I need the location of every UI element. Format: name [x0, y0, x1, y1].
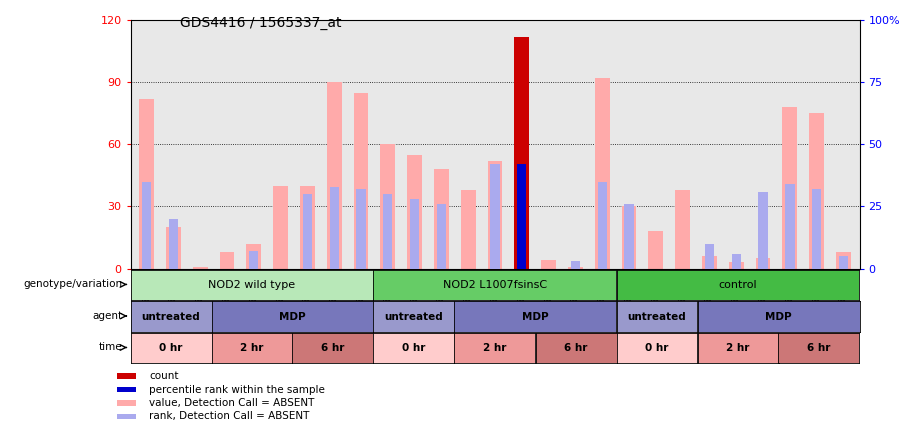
- Bar: [598, 182, 607, 269]
- Text: control: control: [719, 280, 757, 290]
- Text: MDP: MDP: [279, 312, 306, 321]
- Text: 6 hr: 6 hr: [807, 343, 831, 353]
- Bar: [247, 244, 261, 269]
- Text: untreated: untreated: [627, 312, 687, 321]
- Bar: [568, 266, 583, 269]
- Text: agent: agent: [92, 311, 122, 321]
- Bar: [515, 36, 529, 269]
- Bar: [488, 161, 502, 269]
- Bar: [302, 194, 312, 269]
- Bar: [166, 227, 181, 269]
- Bar: [702, 256, 716, 269]
- Bar: [140, 99, 154, 269]
- Bar: [327, 82, 342, 269]
- Text: 2 hr: 2 hr: [483, 343, 507, 353]
- Text: untreated: untreated: [141, 312, 201, 321]
- Bar: [518, 164, 526, 269]
- Bar: [434, 169, 449, 269]
- Text: NOD2 L1007fsinsC: NOD2 L1007fsinsC: [443, 280, 547, 290]
- Bar: [809, 113, 824, 269]
- Text: 2 hr: 2 hr: [240, 343, 264, 353]
- Text: MDP: MDP: [522, 312, 549, 321]
- Bar: [491, 164, 500, 269]
- Bar: [407, 155, 422, 269]
- Text: time: time: [99, 342, 122, 353]
- Bar: [756, 258, 770, 269]
- Bar: [705, 244, 714, 269]
- Bar: [648, 231, 663, 269]
- Bar: [117, 414, 136, 419]
- Text: genotype/variation: genotype/variation: [23, 279, 122, 289]
- Text: GDS4416 / 1565337_at: GDS4416 / 1565337_at: [180, 16, 341, 30]
- Bar: [300, 186, 315, 269]
- Text: 0 hr: 0 hr: [159, 343, 183, 353]
- Bar: [193, 266, 208, 269]
- Bar: [117, 387, 136, 392]
- Bar: [383, 194, 392, 269]
- Bar: [622, 206, 636, 269]
- Bar: [675, 190, 690, 269]
- Bar: [354, 92, 368, 269]
- Bar: [571, 261, 580, 269]
- Bar: [812, 189, 822, 269]
- Text: NOD2 wild type: NOD2 wild type: [209, 280, 295, 290]
- Bar: [274, 186, 288, 269]
- Text: rank, Detection Call = ABSENT: rank, Detection Call = ABSENT: [149, 412, 310, 421]
- Bar: [410, 199, 419, 269]
- Bar: [381, 144, 395, 269]
- Bar: [461, 190, 475, 269]
- Text: count: count: [149, 371, 179, 381]
- Bar: [782, 107, 797, 269]
- Bar: [117, 400, 136, 406]
- Text: 6 hr: 6 hr: [564, 343, 588, 353]
- Bar: [732, 254, 741, 269]
- Text: value, Detection Call = ABSENT: value, Detection Call = ABSENT: [149, 398, 315, 408]
- Bar: [785, 184, 795, 269]
- Text: 6 hr: 6 hr: [321, 343, 345, 353]
- Bar: [436, 204, 446, 269]
- Bar: [595, 78, 609, 269]
- Text: MDP: MDP: [765, 312, 792, 321]
- Bar: [220, 252, 234, 269]
- Bar: [759, 191, 768, 269]
- Bar: [729, 262, 743, 269]
- Bar: [168, 219, 178, 269]
- Bar: [836, 252, 850, 269]
- Bar: [356, 189, 365, 269]
- Bar: [142, 182, 151, 269]
- Text: 0 hr: 0 hr: [645, 343, 669, 353]
- Text: 2 hr: 2 hr: [726, 343, 750, 353]
- Text: untreated: untreated: [384, 312, 444, 321]
- Bar: [117, 373, 136, 379]
- Text: percentile rank within the sample: percentile rank within the sample: [149, 385, 325, 395]
- Bar: [249, 251, 258, 269]
- Bar: [329, 186, 339, 269]
- Bar: [625, 204, 634, 269]
- Bar: [541, 260, 556, 269]
- Bar: [839, 256, 848, 269]
- Text: 0 hr: 0 hr: [402, 343, 426, 353]
